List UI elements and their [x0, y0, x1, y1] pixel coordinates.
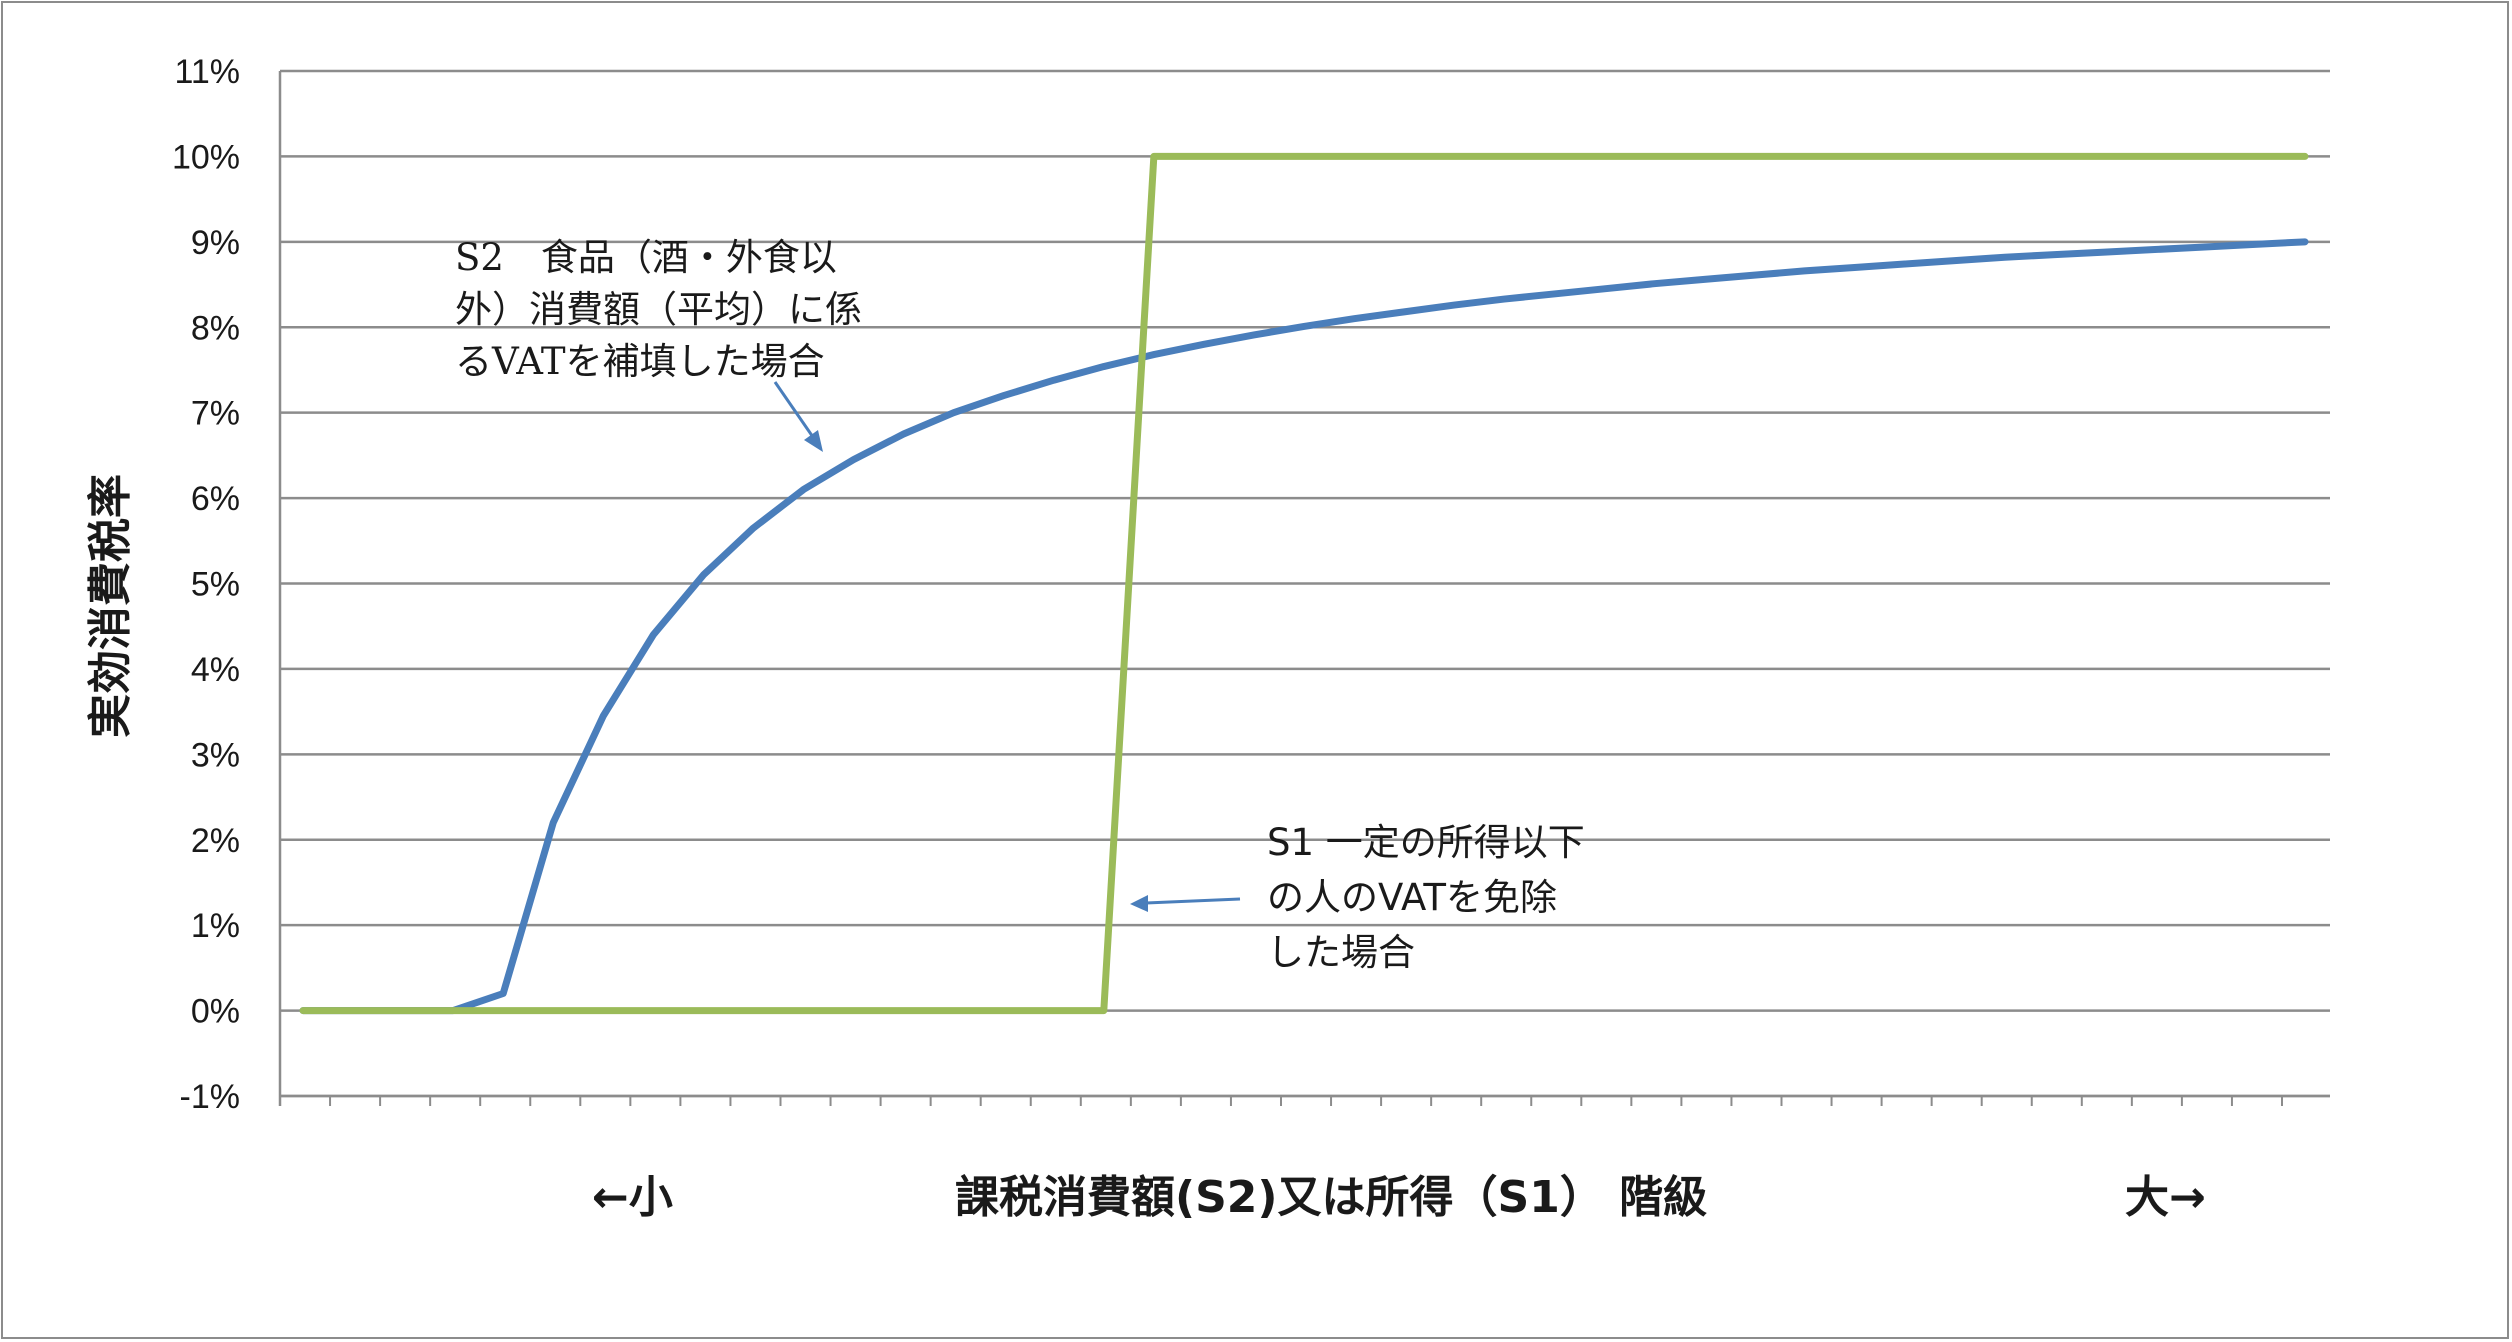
y-tick-label: -1% — [180, 1078, 240, 1116]
y-tick-label: 5% — [191, 566, 240, 604]
y-tick-label: 6% — [191, 480, 240, 518]
annotation-s2: S2 食品（酒・外食以 外）消費額（平均）に係 るVATを補填した場合 — [455, 236, 862, 452]
x-axis-right-label: 大→ — [2125, 1172, 2206, 1223]
annotation-s1-line-1: S1 一定の所得以下 — [1267, 821, 1585, 864]
annotation-s1-arrow — [1145, 897, 1241, 905]
y-tick-label: 8% — [191, 309, 240, 347]
y-tick-label: 11% — [174, 53, 240, 91]
y-axis-title: 実効消費税率 — [85, 474, 136, 738]
series-line-s1 — [299, 152, 2309, 1015]
annotation-s1: S1 一定の所得以下 の人のVATを免除 した場合 — [1130, 821, 1585, 974]
y-tick-label: 4% — [191, 651, 240, 689]
annotation-s2-line-2: 外）消費額（平均）に係 — [455, 288, 862, 331]
y-tick-label: 7% — [191, 395, 240, 433]
annotation-s1-arrowhead — [1130, 895, 1148, 912]
x-axis-title: 課税消費額(S2)又は所得（S1） 階級 — [955, 1172, 1707, 1223]
y-tick-label: 9% — [191, 224, 240, 262]
annotation-s2-arrowhead — [804, 430, 823, 452]
annotation-s2-line-3: るVATを補填した場合 — [455, 340, 825, 383]
annotation-s1-line-3: した場合 — [1267, 931, 1415, 974]
y-tick-label: 0% — [191, 993, 240, 1031]
x-axis-left-label: ←小 — [592, 1172, 673, 1223]
y-tick-label: 10% — [172, 138, 240, 176]
series-lines — [299, 152, 2309, 1015]
x-axis — [278, 71, 2330, 1106]
y-tick-label: 2% — [191, 822, 240, 860]
series-line-s2 — [299, 238, 2309, 1015]
annotation-s2-arrow — [773, 381, 817, 441]
annotation-s2-line-1: S2 食品（酒・外食以 — [455, 236, 837, 279]
y-tick-labels: 11% 10% 9% 8% 7% 6% 5% 4% 3% 2% 1% 0% -1% — [172, 53, 240, 1116]
y-tick-label: 3% — [191, 736, 240, 774]
y-tick-label: 1% — [191, 907, 240, 945]
annotation-s1-line-2: の人のVATを免除 — [1267, 876, 1557, 919]
